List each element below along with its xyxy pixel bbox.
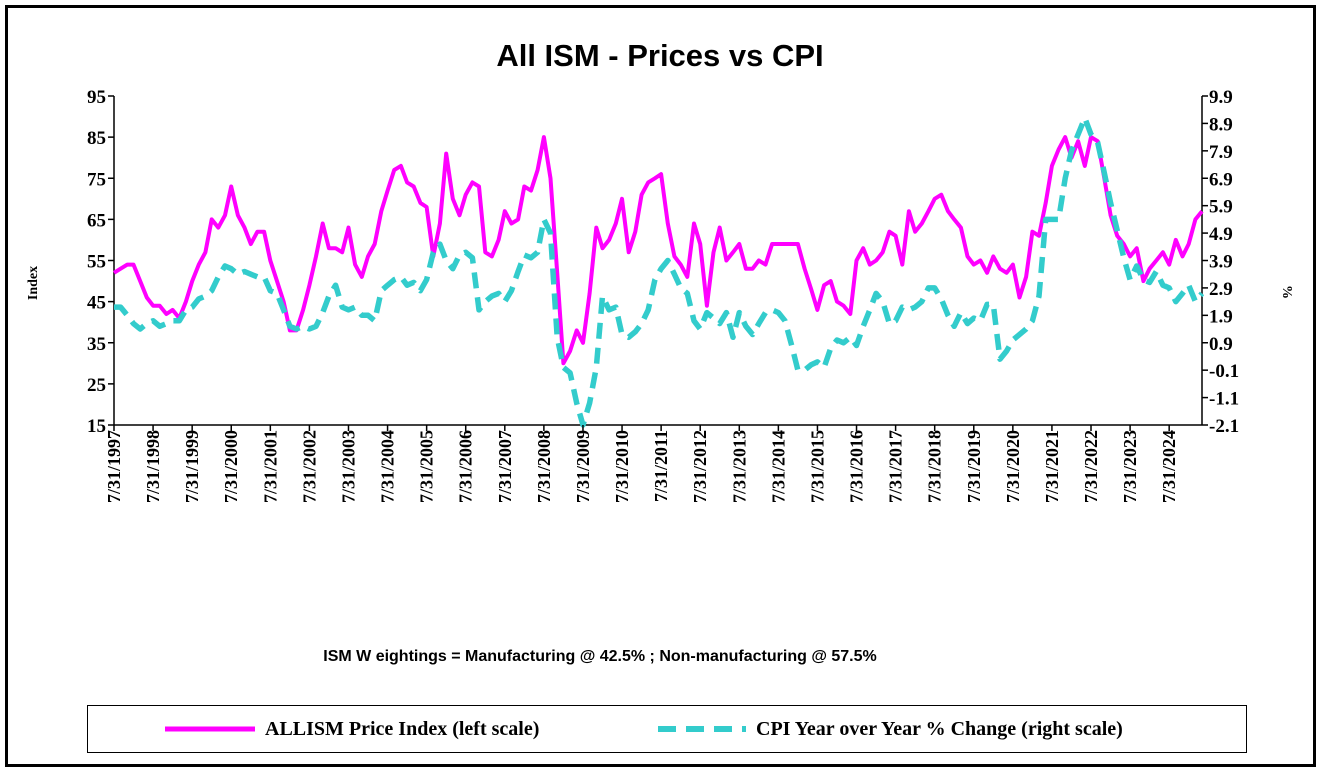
x-tick-label: 7/31/2009 (573, 430, 593, 503)
x-tick-label: 7/31/2017 (886, 430, 906, 503)
x-tick-label: 7/31/2000 (221, 430, 241, 503)
chart-frame (5, 5, 1316, 767)
x-tick-label: 7/31/2020 (1003, 430, 1023, 503)
x-tick-label: 7/31/2014 (768, 430, 788, 503)
y-tick-label-right: 2.9 (1209, 279, 1233, 300)
y-tick-label-right: 8.9 (1209, 114, 1233, 135)
y-axis-label-left: Index (26, 266, 41, 300)
y-tick-label-left: 55 (87, 252, 106, 273)
y-tick-label-right: 7.9 (1209, 142, 1233, 163)
y-tick-label-right: 4.9 (1209, 224, 1233, 245)
x-tick-label: 7/31/2002 (299, 430, 319, 503)
x-tick-label: 7/31/2011 (651, 430, 671, 502)
x-tick-label: 7/31/2004 (378, 430, 398, 503)
legend-label-cpi: CPI Year over Year % Change (right scale… (756, 717, 1123, 740)
legend-swatch-cpi (658, 726, 746, 732)
x-tick-label: 7/31/2018 (925, 430, 945, 503)
x-tick-label: 7/31/2016 (847, 430, 867, 503)
x-tick-label: 7/31/2019 (964, 430, 984, 503)
y-tick-label-right: 1.9 (1209, 306, 1233, 327)
x-tick-label: 7/31/2001 (260, 430, 280, 503)
x-tick-label: 7/31/2007 (495, 430, 515, 503)
series-line-cpi-yoy-change (114, 115, 1205, 428)
y-tick-label-right: 0.9 (1209, 334, 1233, 355)
y-axis-label-right: % (1279, 285, 1294, 299)
x-tick-label: 7/31/2015 (807, 430, 827, 503)
y-tick-label-right: -1.1 (1209, 389, 1239, 410)
legend-label-allism: ALLISM Price Index (left scale) (265, 717, 540, 740)
y-tick-label-left: 25 (87, 375, 106, 396)
x-tick-label: 7/31/2012 (690, 430, 710, 503)
legend-item-cpi: CPI Year over Year % Change (right scale… (658, 706, 1123, 752)
x-tick-label: 7/31/2021 (1042, 430, 1062, 503)
y-tick-label-left: 15 (87, 416, 106, 437)
legend-swatch-allism (165, 726, 255, 732)
x-tick-label: 7/31/2005 (417, 430, 437, 503)
y-tick-label-right: 3.9 (1209, 252, 1233, 273)
y-tick-label-left: 45 (87, 293, 106, 314)
y-tick-label-left: 65 (87, 210, 106, 231)
x-tick-label: 7/31/2006 (456, 430, 476, 503)
chart-title: All ISM - Prices vs CPI (496, 38, 824, 73)
x-tick-label: 7/31/2010 (612, 430, 632, 503)
x-tick-label: 7/31/2022 (1081, 430, 1101, 503)
legend-item-allism: ALLISM Price Index (left scale) (165, 706, 539, 752)
x-tick-label: 7/31/1998 (143, 430, 163, 503)
x-tick-label: 7/31/1999 (182, 430, 202, 503)
x-tick-label: 7/31/1997 (104, 430, 124, 503)
y-tick-label-left: 75 (87, 169, 106, 190)
y-tick-label-left: 95 (87, 87, 106, 108)
x-tick-label: 7/31/2024 (1159, 430, 1179, 503)
x-tick-label: 7/31/2023 (1120, 430, 1140, 503)
x-tick-label: 7/31/2008 (534, 430, 554, 503)
x-tick-label: 7/31/2003 (338, 430, 358, 503)
weightings-note: ISM W eightings = Manufacturing @ 42.5% … (323, 648, 877, 665)
y-tick-label-right: 9.9 (1209, 87, 1233, 108)
y-tick-label-right: 5.9 (1209, 197, 1233, 218)
y-tick-label-right: -2.1 (1209, 416, 1239, 437)
series-line-allism-price-index (112, 135, 1204, 366)
y-tick-label-right: -0.1 (1209, 361, 1239, 382)
legend: ALLISM Price Index (left scale) CPI Year… (87, 705, 1247, 753)
y-tick-label-right: 6.9 (1209, 169, 1233, 190)
x-tick-label: 7/31/2013 (729, 430, 749, 503)
plot-area: 95 85 75 65 55 45 35 25 15 9.9 8.9 7.9 6.9 5.9 4.9 3.9… (26, 87, 1294, 503)
y-tick-label-left: 85 (87, 128, 106, 149)
y-tick-label-left: 35 (87, 334, 106, 355)
